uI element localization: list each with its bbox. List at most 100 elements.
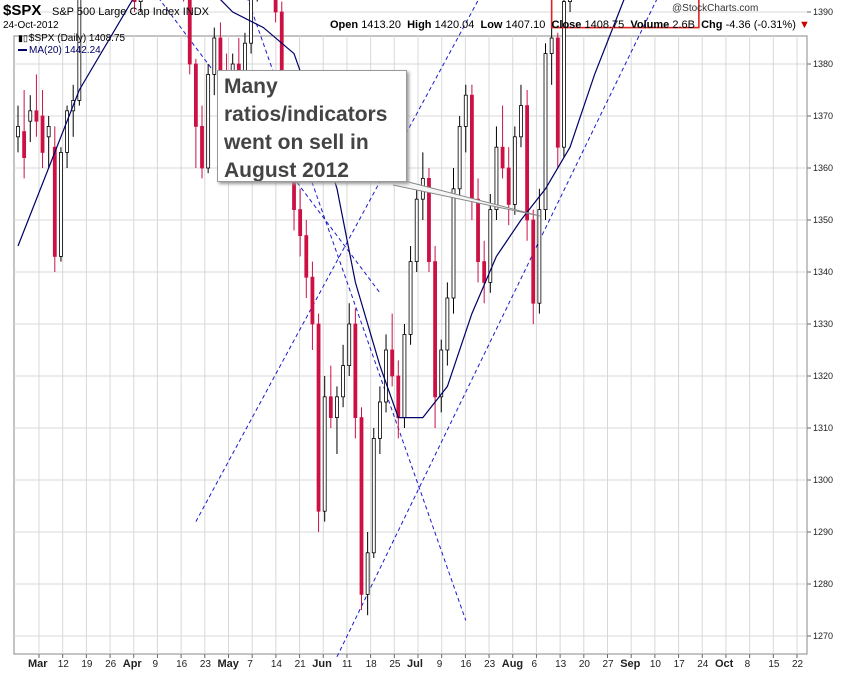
candle-up	[384, 349, 388, 403]
candle-up	[341, 365, 345, 398]
candle-up	[494, 146, 499, 210]
x-tick-label: 7	[247, 659, 253, 670]
legend-ma: MA(20) 1442.24	[18, 45, 101, 56]
candle-down	[200, 126, 204, 169]
trend-channel-lines	[159, 0, 658, 658]
chart-date: 24-Oct-2012	[3, 20, 59, 31]
candle-up	[28, 110, 33, 122]
august-highlight-box	[550, 0, 700, 29]
y-tick-label: 1290	[813, 527, 833, 537]
channel-line	[159, 0, 381, 294]
x-axis: Mar 12 19 26 Apr 9 16 23 May 7 14 21 Jun 11 18 25 Jul 9 16…	[28, 654, 804, 670]
candle-up	[488, 209, 493, 283]
candle-down	[132, 0, 137, 3]
annotation-note: Many ratios/indicators went on sell in A…	[217, 70, 407, 182]
candle-up	[463, 94, 468, 127]
candle-up	[206, 74, 211, 169]
y-tick-label: 1350	[813, 215, 833, 225]
y-tick-label: 1320	[813, 371, 833, 381]
candle-up	[138, 0, 143, 2]
y-tick-label: 1390	[813, 7, 833, 17]
candle-down	[470, 94, 474, 200]
candle-up	[537, 209, 542, 304]
legend-price: ▮▯$SPX (Daily) 1408.75	[18, 33, 126, 44]
candle-up	[46, 126, 51, 138]
y-axis: 1270 1280 1290 1300 1310 1320 1330 1340 1350 1360…	[807, 7, 833, 641]
x-tick-label: 14	[271, 659, 283, 670]
candle-up	[519, 105, 523, 138]
ma20-line	[17, 0, 625, 419]
x-tick-label: 23	[200, 659, 212, 670]
y-tick-label: 1330	[813, 319, 833, 329]
candle-down	[390, 349, 395, 377]
candle-up	[16, 126, 20, 138]
x-tick-label: 9	[437, 659, 443, 670]
x-tick-label: 10	[650, 659, 662, 670]
candle-up	[402, 333, 407, 418]
candle-down	[506, 167, 511, 205]
candle-down	[433, 261, 438, 398]
x-tick-label: Aug	[502, 658, 523, 670]
x-tick-label: 9	[152, 659, 158, 670]
candle-up	[322, 396, 327, 512]
y-tick-label: 1380	[813, 59, 833, 69]
x-tick-label: 16	[176, 659, 188, 670]
x-tick-label: 24	[697, 659, 709, 670]
candle-up	[414, 198, 419, 262]
x-tick-label: Sep	[620, 658, 640, 670]
candle-up	[365, 552, 370, 595]
candle-up	[457, 126, 462, 190]
candle-down	[34, 110, 39, 122]
line-icon	[18, 49, 27, 52]
candle-down	[187, 0, 192, 65]
candle-down	[476, 198, 480, 262]
y-tick-label: 1280	[813, 579, 833, 589]
x-tick-label: 8	[745, 659, 751, 670]
candle-down	[531, 219, 536, 304]
channel-line	[336, 0, 658, 658]
candle-down	[298, 209, 303, 237]
x-tick-label: 16	[460, 659, 472, 670]
x-tick-label: May	[218, 658, 240, 670]
x-tick-label: 6	[531, 659, 537, 670]
x-tick-label: 23	[484, 659, 496, 670]
plot-area	[13, 35, 808, 655]
x-tick-label: 19	[81, 659, 93, 670]
x-tick-label: 12	[58, 659, 70, 670]
candle-down	[304, 235, 309, 278]
candle-down	[427, 177, 431, 262]
x-tick-label: Jun	[312, 658, 332, 670]
candle-down	[22, 131, 27, 159]
candle-up	[371, 437, 376, 554]
candle-down	[310, 276, 315, 325]
x-tick-label: 25	[389, 659, 401, 670]
candle-down	[482, 261, 487, 283]
candle-down	[500, 146, 505, 169]
candle-up	[77, 0, 82, 101]
x-tick-label: 18	[366, 659, 378, 670]
x-tick-label: 21	[295, 659, 307, 670]
x-tick-label: 22	[792, 659, 804, 670]
candle-up	[562, 1, 566, 148]
index-name: S&P 500 Large Cap Index INDX	[52, 6, 209, 18]
candle-up	[549, 37, 554, 55]
candle-up	[377, 401, 382, 439]
candle-up	[59, 151, 63, 257]
channel-line	[195, 0, 479, 522]
candle-down	[40, 115, 45, 153]
candle-down	[359, 417, 364, 595]
candle-up	[347, 323, 352, 366]
candle-up	[568, 0, 572, 3]
channel-line	[247, 0, 467, 621]
ohlc-summary: Open 1413.20 High 1420.04 Low 1407.10 Cl…	[330, 19, 810, 31]
candle-up	[212, 37, 217, 75]
candle-up	[335, 396, 339, 418]
candle-down	[525, 105, 530, 221]
candle-icon: ▮▯	[18, 33, 28, 43]
y-tick-label: 1310	[813, 423, 833, 433]
candle-up	[543, 53, 548, 210]
x-tick-label: 15	[768, 659, 780, 670]
annotation-pointer	[392, 177, 541, 217]
x-tick-label: 11	[342, 659, 353, 670]
